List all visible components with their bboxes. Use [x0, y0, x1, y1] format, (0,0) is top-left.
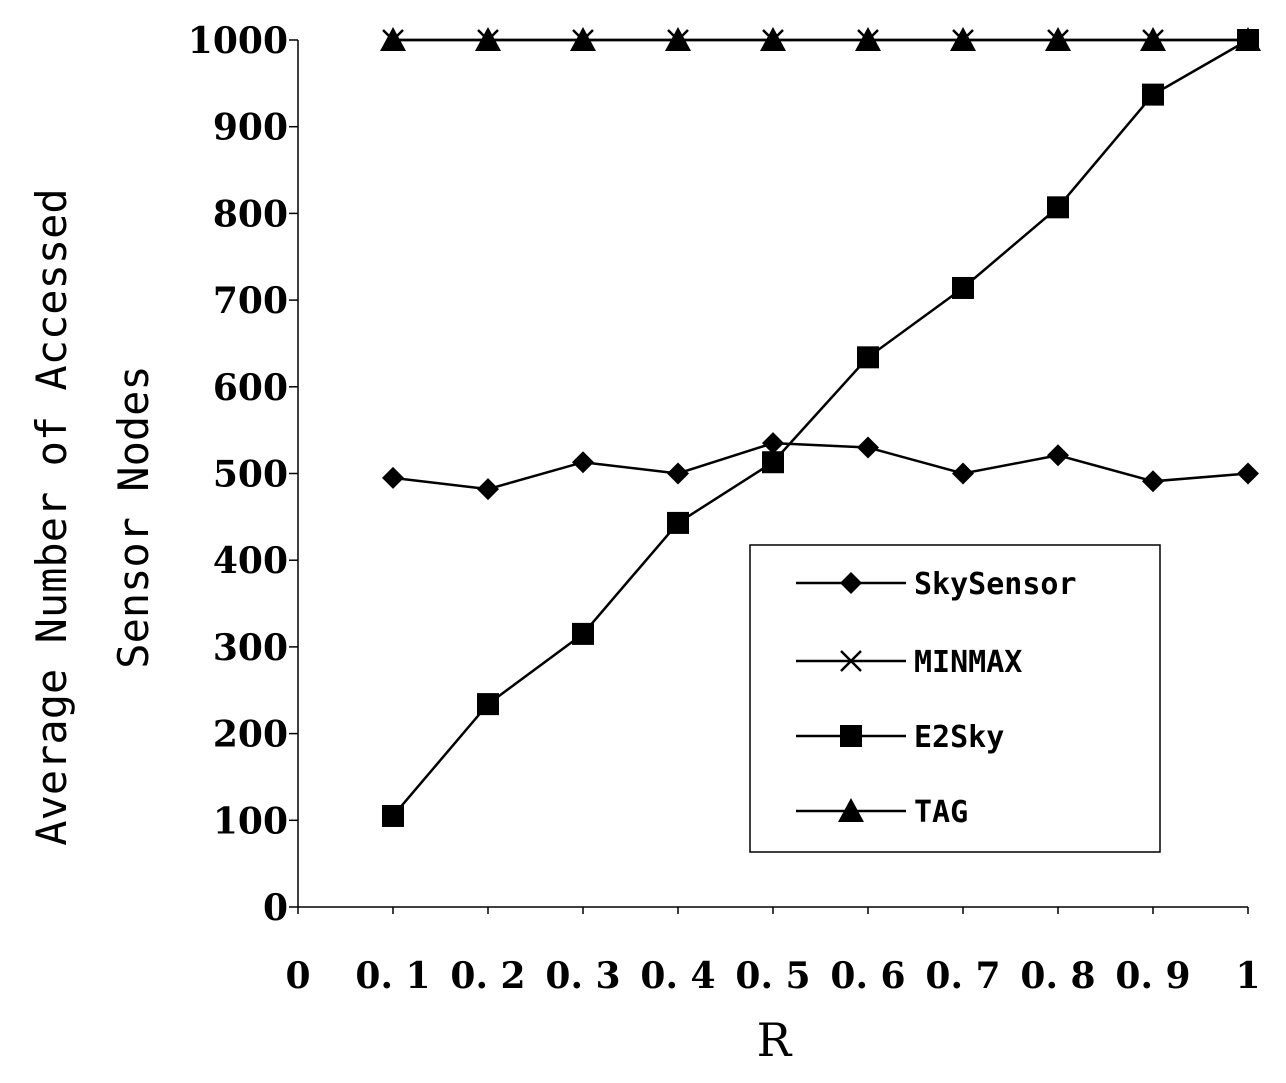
- x-axis-title: R: [757, 1013, 793, 1067]
- data-point-skysensor: [1047, 444, 1069, 467]
- data-point-tag: [855, 27, 881, 52]
- x-tick-label: 0. 9: [1115, 955, 1190, 997]
- x-tick-label: 0. 2: [450, 955, 525, 997]
- data-point-e2sky: [762, 451, 784, 474]
- legend-entry-skysensor: SkySensor: [796, 567, 1077, 602]
- data-point-e2sky: [572, 622, 594, 645]
- data-point-tag: [1045, 27, 1071, 52]
- y-tick-label: 500: [213, 454, 288, 496]
- axes: [289, 39, 1249, 914]
- data-point-tag: [665, 27, 691, 52]
- data-point-tag: [1140, 27, 1166, 52]
- data-point-tag: [760, 27, 786, 52]
- y-tick-label: 800: [213, 193, 288, 235]
- y-tick-label: 700: [213, 280, 288, 322]
- data-point-skysensor: [667, 462, 689, 485]
- x-tick-label: 0. 4: [640, 955, 715, 997]
- x-tick-label: 0. 8: [1020, 955, 1095, 997]
- y-tick-label: 200: [213, 714, 288, 756]
- y-tick-label: 1000: [188, 20, 288, 62]
- data-point-skysensor: [382, 466, 404, 489]
- legend-label-minmax: MINMAX: [914, 645, 1022, 680]
- y-tick-label: 100: [213, 800, 288, 842]
- legend-label-skysensor: SkySensor: [914, 567, 1077, 602]
- data-point-tag: [950, 27, 976, 52]
- x-tick-label: 0. 5: [735, 955, 810, 997]
- legend-entry-e2sky: E2Sky: [796, 720, 1004, 755]
- y-tick-label: 400: [213, 540, 288, 582]
- data-point-skysensor: [1142, 470, 1164, 493]
- data-point-tag: [380, 27, 406, 52]
- data-point-e2sky: [952, 276, 974, 299]
- data-point-e2sky: [382, 804, 404, 827]
- series-tag: [380, 27, 1261, 52]
- data-point-e2sky: [1142, 83, 1164, 106]
- series-group: [380, 27, 1261, 827]
- legend-entry-tag: TAG: [796, 795, 968, 830]
- x-tick-label: 0. 3: [545, 955, 620, 997]
- tick-labels: 0 100 200 300 400 500 600 700 800 900 1000 0 0. 1 0. …: [188, 20, 1261, 997]
- data-point-e2sky: [477, 693, 499, 716]
- y-axis-title-line1: Average Number of Accessed: [27, 188, 76, 845]
- series-line-e2sky: [392, 38, 1249, 817]
- data-point-skysensor: [572, 451, 594, 474]
- x-tick-label: 1: [1235, 955, 1260, 997]
- x-tick-label: 0. 7: [925, 955, 1000, 997]
- data-point-skysensor: [857, 436, 879, 459]
- y-axis-title-line2: Sensor Nodes: [109, 365, 158, 668]
- data-point-tag: [475, 27, 501, 52]
- y-tick-label: 900: [213, 107, 288, 149]
- legend-marker-minmax: [840, 650, 862, 672]
- legend-label-e2sky: E2Sky: [914, 720, 1004, 755]
- legend-entry-minmax: MINMAX: [796, 645, 1022, 680]
- legend-marker-tag: [838, 798, 864, 823]
- data-point-e2sky: [1047, 196, 1069, 219]
- legend-marker-e2sky: [840, 725, 862, 747]
- x-tick-label: 0. 6: [830, 955, 905, 997]
- y-tick-label: 0: [263, 887, 288, 929]
- series-skysensor: [382, 432, 1259, 501]
- y-tick-label: 300: [213, 627, 288, 669]
- legend-marker-skysensor: [840, 572, 862, 594]
- x-tick-label: 0: [285, 955, 310, 997]
- data-point-skysensor: [762, 432, 784, 455]
- data-point-tag: [570, 27, 596, 52]
- y-tick-label: 600: [213, 367, 288, 409]
- data-point-skysensor: [1237, 462, 1259, 485]
- series-line-skysensor: [392, 441, 1249, 491]
- data-point-skysensor: [477, 478, 499, 501]
- series-e2sky: [382, 29, 1259, 827]
- x-marker-stroke: [840, 650, 862, 672]
- data-point-skysensor: [952, 462, 974, 485]
- data-point-e2sky: [857, 346, 879, 369]
- data-point-e2sky: [667, 511, 689, 534]
- data-point-tag: [1235, 27, 1261, 52]
- legend: SkySensor MINMAX E2Sky TAG: [749, 544, 1161, 853]
- x-tick-label: 0. 1: [355, 955, 430, 997]
- legend-label-tag: TAG: [914, 795, 968, 830]
- legend-box: [749, 544, 1161, 853]
